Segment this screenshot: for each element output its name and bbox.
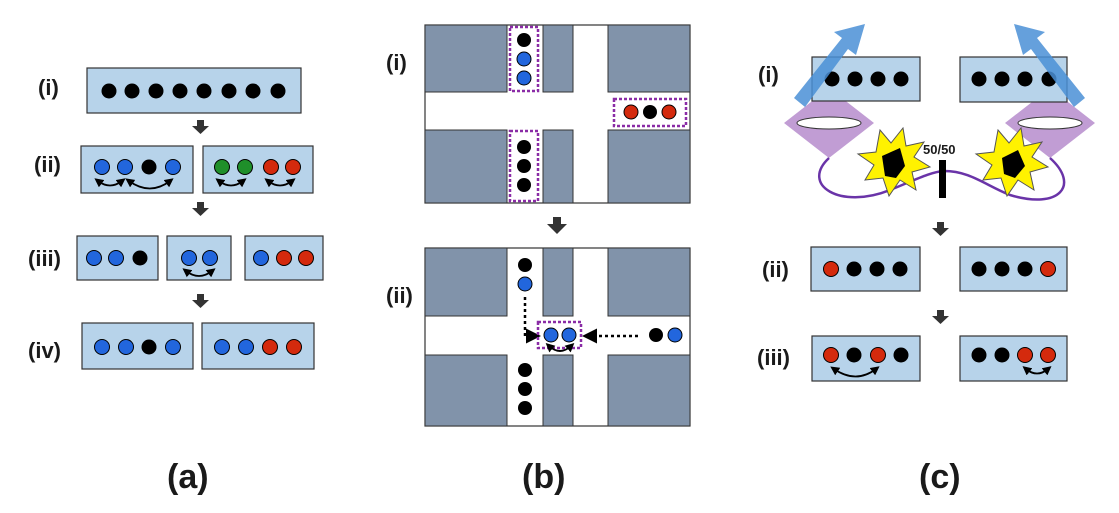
panel-c-caption: (c): [919, 458, 961, 496]
panel-a-ions-i: [101, 83, 286, 99]
panel-b: (i) (ii): [386, 24, 691, 496]
panel-a-trap-i: [86, 67, 302, 114]
panel-c-ions-i-left: [824, 71, 909, 87]
junction-ii-building-tl: [424, 247, 508, 317]
junction-i-building-br: [607, 129, 691, 204]
swap-arrow-a-ii-3: [215, 178, 247, 188]
panel-a-ions-ii-left: [94, 159, 181, 175]
panel-c-ions-ii-right: [971, 261, 1056, 277]
ions-b-i-top: [516, 33, 532, 86]
lens-right: [1017, 116, 1083, 130]
swap-arrow-c-iii-right: [1022, 366, 1052, 376]
panel-a-ions-iii-right: [253, 250, 314, 266]
detector-left: [882, 148, 905, 178]
down-arrow-a2: [192, 202, 209, 216]
beamsplitter-label: 50/50: [923, 142, 956, 157]
panel-b-step-i-label: (i): [386, 50, 407, 75]
panel-a-step-iii-label: (iii): [28, 246, 61, 271]
swap-arrow-a-ii-1: [94, 178, 126, 188]
panel-a-caption: (a): [167, 458, 209, 496]
swap-arrow-a-iii: [182, 268, 216, 278]
panel-a-trap-iii-middle: [166, 235, 232, 281]
down-arrow-a1: [192, 120, 209, 134]
down-arrow-c1: [932, 222, 949, 236]
down-arrow-b: [547, 217, 567, 234]
detector-right: [1002, 150, 1025, 178]
junction-i-building-tr: [607, 24, 691, 93]
junction-ii-building-br: [607, 354, 691, 427]
laser-beam-left: [794, 24, 865, 107]
lens-left: [796, 116, 862, 130]
beamsplitter: [939, 160, 946, 198]
ions-b-ii-right: [649, 327, 683, 343]
dashed-box-i-bottom: [508, 129, 540, 203]
junction-ii-building-bl: [424, 354, 508, 427]
dashed-box-i-top: [508, 25, 540, 93]
panel-c-trap-ii-right: [959, 246, 1068, 292]
panel-c-ions-iii-left: [823, 347, 909, 363]
ions-b-i-right: [623, 104, 677, 120]
junction-ii-building-tm: [542, 247, 574, 317]
panel-b-caption: (b): [522, 458, 565, 496]
junction-i-building-tm: [542, 24, 574, 93]
swap-arrow-c-iii-left: [830, 366, 880, 378]
laser-beam-right: [1014, 24, 1085, 107]
panel-a-ions-ii-right: [214, 159, 301, 175]
panel-a-ions-iii-middle: [181, 250, 218, 266]
down-arrow-a3: [192, 294, 209, 308]
ions-b-ii-center: [543, 327, 577, 343]
junction-ii-building-bm: [542, 354, 574, 427]
swap-arrow-a-ii-4: [264, 178, 296, 188]
panel-c-ions-i-right: [971, 71, 1057, 87]
panel-c-ions-ii-left: [823, 261, 908, 277]
panel-c-step-ii-label: (ii): [762, 257, 789, 282]
panel-a-step-i-label: (i): [38, 75, 59, 100]
ions-b-ii-bottom: [518, 363, 532, 415]
swap-arrow-b-ii: [545, 342, 575, 353]
panel-a-ions-iii-left: [86, 250, 148, 266]
swap-arrow-a-ii-2: [125, 178, 174, 190]
panel-a: (i) (ii) (iii): [28, 67, 324, 496]
junction-i-building-tl: [424, 24, 508, 93]
panel-b-step-ii-label: (ii): [386, 283, 413, 308]
panel-c-ions-iii-right: [971, 347, 1056, 363]
panel-a-ions-iv-right: [214, 339, 302, 355]
ions-b-ii-top: [517, 258, 533, 292]
panel-a-step-ii-label: (ii): [34, 152, 61, 177]
panel-a-step-iv-label: (iv): [28, 338, 61, 363]
panel-c: (i) 50/50 (ii): [757, 24, 1095, 496]
panel-c-step-iii-label: (iii): [757, 345, 790, 370]
ions-b-i-bottom: [517, 140, 531, 192]
panel-a-ions-iv-left: [94, 339, 181, 355]
junction-i-building-bm: [542, 129, 574, 204]
dashed-box-i-right: [612, 97, 688, 128]
junction-i-building-bl: [424, 129, 508, 204]
junction-ii-building-tr: [607, 247, 691, 317]
panel-c-step-i-label: (i): [758, 62, 779, 87]
down-arrow-c2: [932, 310, 949, 324]
dotted-path-b-ii-left: [523, 297, 541, 344]
